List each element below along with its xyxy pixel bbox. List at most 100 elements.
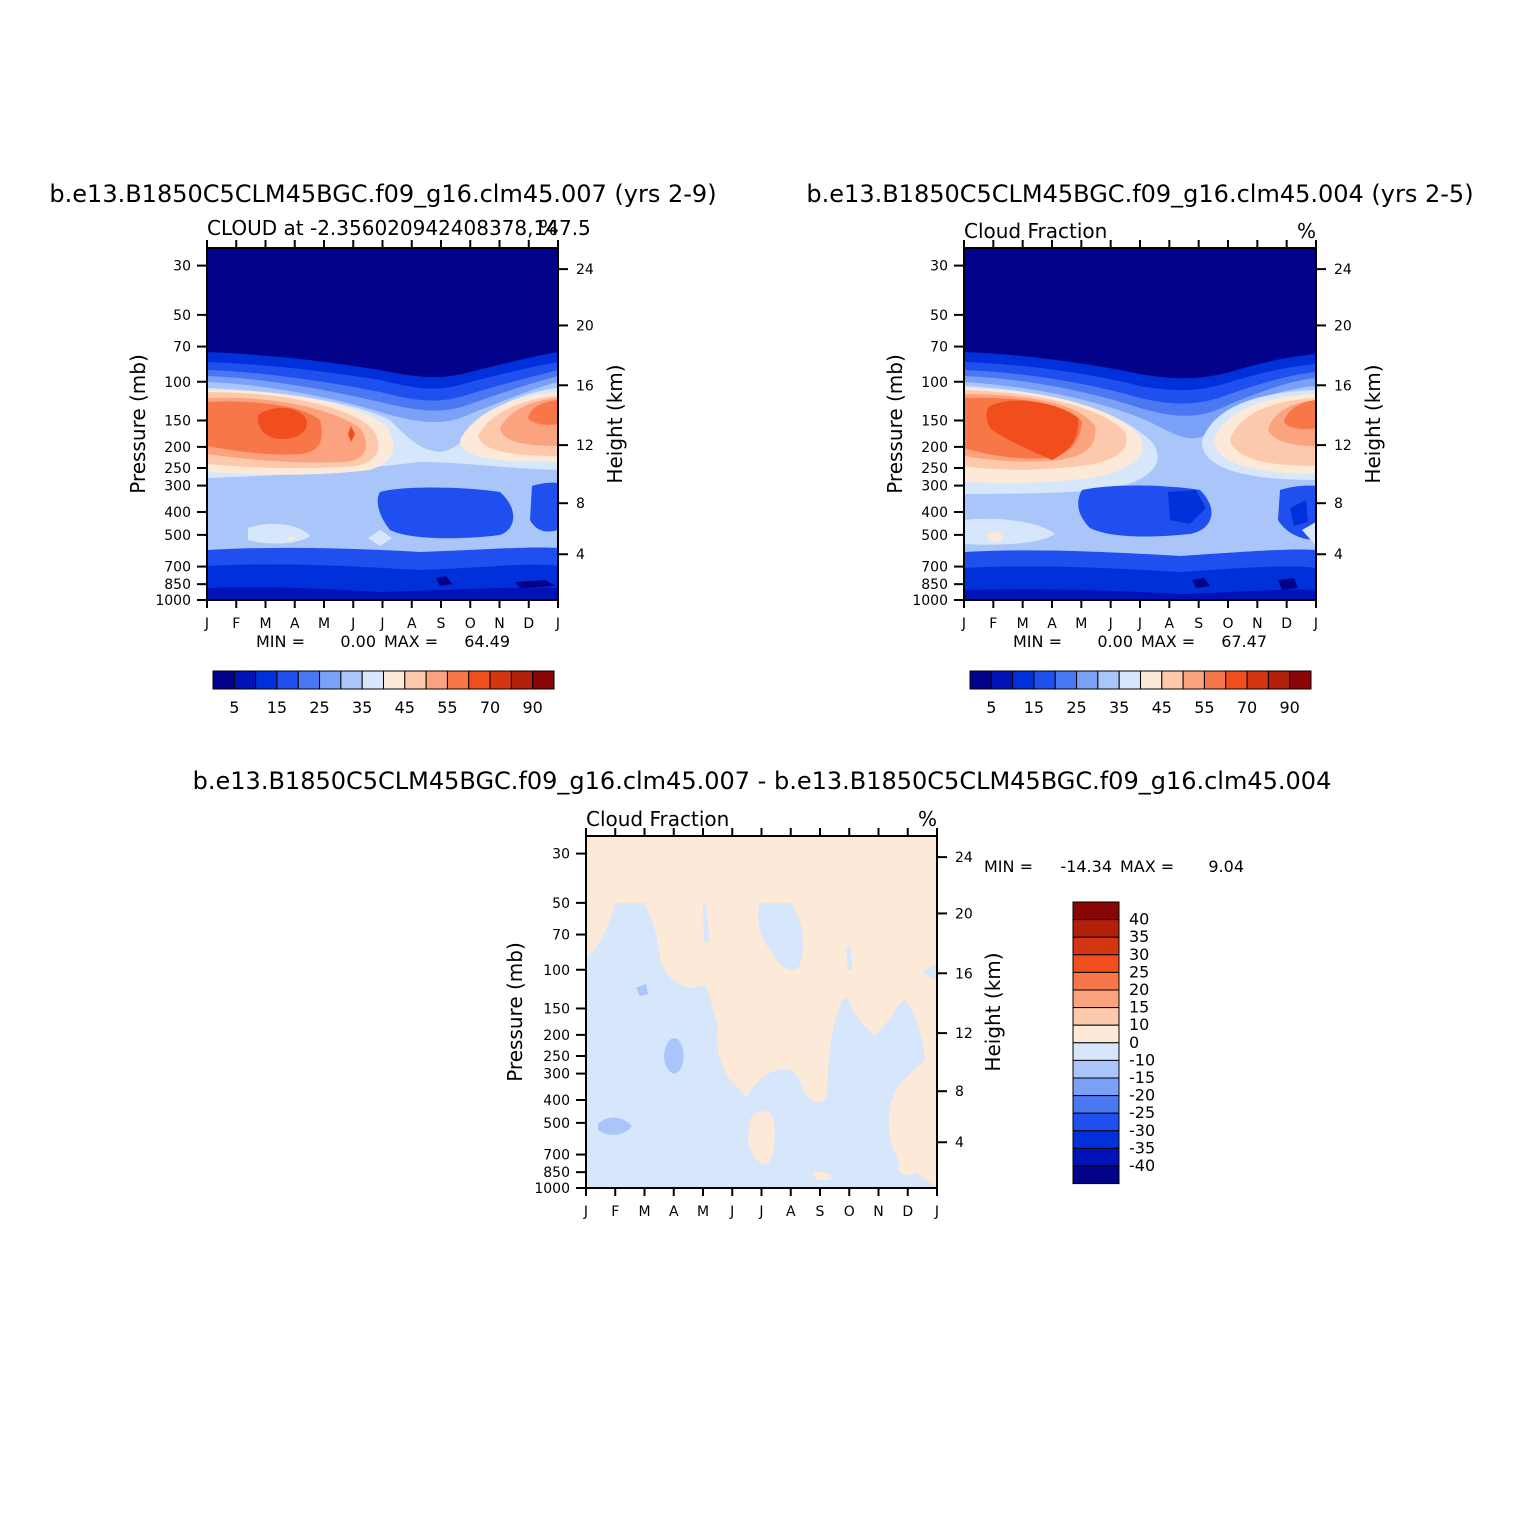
- contour-band: [922, 964, 936, 980]
- colorbar-swatch: [1072, 919, 1120, 938]
- colorbar-label: 20: [1129, 980, 1149, 999]
- x-tick-label: J: [1313, 616, 1318, 632]
- colorbar-label: 45: [395, 698, 415, 717]
- x-tick-label: F: [989, 616, 997, 632]
- x-tick-label: A: [786, 1204, 796, 1220]
- y-tick-label: 200: [921, 440, 948, 456]
- x-tick-label: J: [1108, 616, 1113, 632]
- contour-band: [1284, 400, 1316, 430]
- contour-band: [758, 903, 804, 970]
- y-tick-label: 50: [552, 896, 570, 912]
- y-tick-label: 30: [552, 847, 570, 863]
- panel-c-min-label: MIN =: [984, 857, 1033, 876]
- y-tick-label: 100: [543, 963, 570, 979]
- y-tick-label: 1000: [912, 593, 948, 609]
- colorbar-swatch: [1072, 901, 1120, 921]
- y-tick-label: 200: [543, 1028, 570, 1044]
- panel-a-max-label: MAX =: [384, 632, 438, 651]
- contour-band: [1290, 500, 1308, 526]
- panel-c-contours: [586, 836, 937, 1188]
- contour-band: [748, 1111, 775, 1164]
- colorbar-swatch: [1072, 1112, 1120, 1132]
- y-tick-label: 250: [921, 461, 948, 477]
- x-tick-label: J: [1137, 616, 1142, 632]
- colorbar-swatch: [212, 670, 235, 690]
- colorbar-swatch: [1246, 670, 1269, 690]
- x-tick-label: N: [873, 1204, 883, 1220]
- colorbar-swatch: [1140, 670, 1163, 690]
- x-tick-label: D: [1281, 616, 1292, 632]
- panel-a-contours: [207, 248, 558, 600]
- x-tick-label: J: [350, 616, 355, 632]
- x-tick-label: M: [1017, 616, 1029, 632]
- contour-band: [528, 400, 558, 425]
- colorbar-swatch: [404, 670, 427, 690]
- contour-band: [964, 518, 1055, 545]
- colorbar-label: 25: [1066, 698, 1086, 717]
- x-tick-label: O: [1222, 616, 1233, 632]
- colorbar-label: 40: [1129, 910, 1149, 929]
- colorbar-swatch: [319, 670, 342, 690]
- colorbar-swatch: [532, 670, 555, 690]
- colorbar-swatch: [1072, 1077, 1120, 1097]
- panel-c-title: b.e13.B1850C5CLM45BGC.f09_g16.clm45.007 …: [193, 767, 1332, 795]
- y-right-tick-label: 12: [1334, 438, 1352, 454]
- contour-band: [964, 589, 1316, 600]
- contour-band: [288, 536, 296, 541]
- y-tick-label: 30: [930, 259, 948, 275]
- y-tick-label: 300: [164, 479, 191, 495]
- colorbar-swatch: [1097, 670, 1120, 690]
- y-tick-label: 50: [173, 308, 191, 324]
- colorbar-swatch: [446, 670, 470, 690]
- y-tick-label: 400: [921, 505, 948, 521]
- y-tick-label: 150: [543, 1001, 570, 1017]
- colorbar-label: 5: [229, 698, 239, 717]
- colorbar-label: 5: [986, 698, 996, 717]
- x-tick-label: O: [465, 616, 476, 632]
- colorbar-label: 25: [1129, 962, 1149, 981]
- colorbar-swatch: [1203, 670, 1227, 690]
- y-tick-label: 700: [921, 560, 948, 576]
- colorbar-swatch: [1072, 1130, 1120, 1149]
- colorbar-swatch: [1118, 670, 1141, 690]
- panel-model-004: b.e13.B1850C5CLM45BGC.f09_g16.clm45.004 …: [806, 180, 1473, 717]
- colorbar-label: -25: [1129, 1103, 1155, 1122]
- contour-band: [436, 576, 556, 588]
- y-tick-label: 100: [921, 375, 948, 391]
- y-tick-label: 30: [173, 259, 191, 275]
- contour-band: [664, 1038, 684, 1074]
- colorbar-label: 70: [1237, 698, 1257, 717]
- colorbar-label: 15: [1129, 998, 1149, 1017]
- y-tick-label: 300: [921, 479, 948, 495]
- contour-band: [586, 903, 746, 1113]
- colorbar-swatch: [1072, 1024, 1120, 1044]
- contour-band: [814, 1171, 832, 1181]
- colorbar-swatch: [1182, 670, 1205, 690]
- contour-band: [368, 530, 392, 546]
- contour-band: [1168, 490, 1206, 524]
- colorbar-swatch: [276, 670, 299, 690]
- colorbar-label: 35: [352, 698, 372, 717]
- panel-b-colorbar: 5 15 25 35 45 55 70 90: [969, 670, 1312, 717]
- x-tick-label: J: [934, 1204, 939, 1220]
- contour-band: [846, 946, 852, 970]
- colorbar-label: 15: [1024, 698, 1044, 717]
- colorbar-label: 90: [523, 698, 543, 717]
- x-tick-label: N: [1252, 616, 1262, 632]
- y-right-tick-label: 24: [576, 262, 594, 278]
- y-tick-label: 150: [164, 413, 191, 429]
- colorbar-swatch: [1033, 670, 1056, 690]
- y-tick-label: 400: [543, 1093, 570, 1109]
- x-tick-label: N: [494, 616, 504, 632]
- colorbar-label: 0: [1129, 1033, 1139, 1052]
- contour-band: [986, 400, 1079, 460]
- colorbar-swatch: [969, 670, 992, 690]
- panel-b-max-value: 67.47: [1221, 632, 1267, 651]
- panel-a-subtitle: CLOUD at -2.356020942408378,147.5: [207, 216, 591, 240]
- x-tick-label: A: [1165, 616, 1175, 632]
- x-tick-label: A: [1047, 616, 1057, 632]
- x-tick-label: J: [583, 1204, 588, 1220]
- panel-c-subtitle: Cloud Fraction: [586, 807, 729, 831]
- x-tick-label: F: [232, 616, 240, 632]
